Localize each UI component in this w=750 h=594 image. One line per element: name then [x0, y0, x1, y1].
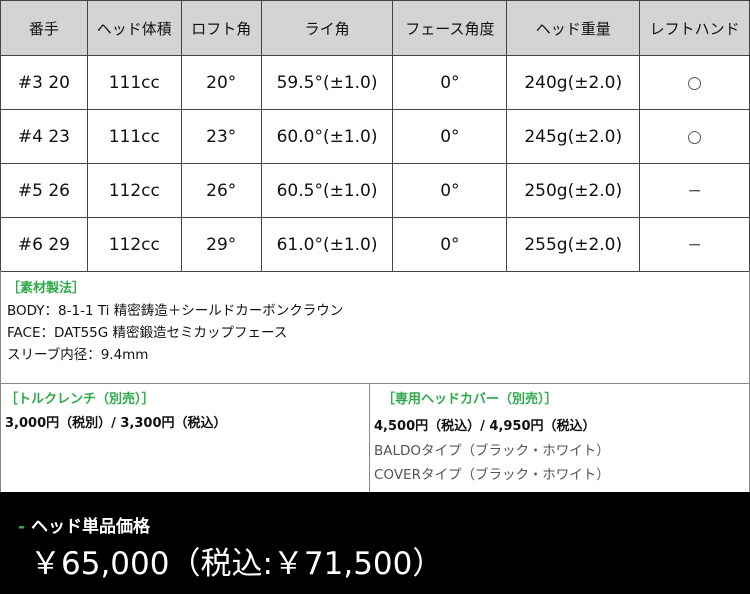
- col-header: フェース角度: [392, 0, 508, 56]
- table-cell: 26°: [180, 163, 262, 218]
- table-cell: #4 23: [0, 109, 88, 164]
- table-cell: 23°: [180, 109, 262, 164]
- table-cell: 255g(±2.0): [506, 217, 641, 272]
- spec-table: 番手 ヘッド体積 ロフト角 ライ角 フェース角度 ヘッド重量 レフトハンド #3…: [0, 0, 750, 272]
- table-header-row: 番手 ヘッド体積 ロフト角 ライ角 フェース角度 ヘッド重量 レフトハンド: [0, 0, 750, 56]
- wrench-section: ［トルクレンチ（別売）］ 3,000円（税別）/ 3,300円（税込）: [0, 383, 370, 493]
- table-row: #6 29 112cc 29° 61.0°(±1.0) 0° 255g(±2.0) −: [0, 217, 750, 272]
- footer-price: ￥65,000（税込:￥71,500）: [30, 546, 444, 582]
- table-cell: #5 26: [0, 163, 88, 218]
- green-dash-icon: -: [18, 517, 31, 537]
- table-cell: 0°: [392, 109, 508, 164]
- headcover-title: ［専用ヘッドカバー（別売）］: [382, 392, 558, 407]
- col-header: 番手: [0, 0, 88, 56]
- table-cell: 29°: [180, 217, 262, 272]
- table-cell: −: [639, 217, 750, 272]
- table-cell: 112cc: [86, 163, 182, 218]
- table-cell: ○: [639, 109, 750, 164]
- table-cell: #3 20: [0, 55, 88, 110]
- headcover-price: 4,500円（税込）/ 4,950円（税込）: [374, 419, 596, 434]
- table-cell: 111cc: [86, 55, 182, 110]
- table-row: #3 20 111cc 20° 59.5°(±1.0) 0° 240g(±2.0) ○: [0, 55, 750, 110]
- table-cell: 60.5°(±1.0): [260, 163, 394, 218]
- material-line: スリーブ内径：9.4mm: [7, 347, 149, 363]
- table-cell: 20°: [180, 55, 262, 110]
- table-cell: 0°: [392, 217, 508, 272]
- col-header: ロフト角: [180, 0, 262, 56]
- table-cell: −: [639, 163, 750, 218]
- wrench-price: 3,000円（税別）/ 3,300円（税込）: [5, 416, 227, 431]
- table-cell: ○: [639, 55, 750, 110]
- table-cell: 0°: [392, 55, 508, 110]
- table-cell: 59.5°(±1.0): [260, 55, 394, 110]
- table-cell: 0°: [392, 163, 508, 218]
- table-cell: 60.0°(±1.0): [260, 109, 394, 164]
- col-header: レフトハンド: [639, 0, 750, 56]
- footer-label: ヘッド単品価格: [30, 517, 150, 537]
- table-cell: 112cc: [86, 217, 182, 272]
- table-row: #5 26 112cc 26° 60.5°(±1.0) 0° 250g(±2.0) −: [0, 163, 750, 218]
- headcover-type: BALDOタイプ（ブラック・ホワイト）: [374, 443, 610, 459]
- table-cell: #6 29: [0, 217, 88, 272]
- material-title: ［素材製法］: [7, 281, 86, 296]
- material-line: BODY：8-1-1 Ti 精密鋳造＋シールドカーボンクラウン: [7, 303, 344, 319]
- footer-label-row: - ヘッド単品価格: [18, 512, 150, 537]
- col-header: ヘッド体積: [86, 0, 182, 56]
- material-line: FACE：DAT55G 精密鍛造セミカップフェース: [7, 325, 288, 341]
- wrench-title: ［トルクレンチ（別売）］: [5, 392, 155, 407]
- table-row: #4 23 111cc 23° 60.0°(±1.0) 0° 245g(±2.0) ○: [0, 109, 750, 164]
- table-cell: 61.0°(±1.0): [260, 217, 394, 272]
- table-cell: 245g(±2.0): [506, 109, 641, 164]
- col-header: ヘッド重量: [506, 0, 641, 56]
- headcover-type: COVERタイプ（ブラック・ホワイト）: [374, 467, 610, 483]
- price-footer: - ヘッド単品価格 ￥65,000（税込:￥71,500）: [0, 492, 750, 594]
- material-section: ［素材製法］ BODY：8-1-1 Ti 精密鋳造＋シールドカーボンクラウン F…: [0, 271, 750, 384]
- table-cell: 111cc: [86, 109, 182, 164]
- table-cell: 250g(±2.0): [506, 163, 641, 218]
- col-header: ライ角: [260, 0, 394, 56]
- headcover-section: ［専用ヘッドカバー（別売）］ 4,500円（税込）/ 4,950円（税込） BA…: [369, 383, 750, 493]
- table-cell: 240g(±2.0): [506, 55, 641, 110]
